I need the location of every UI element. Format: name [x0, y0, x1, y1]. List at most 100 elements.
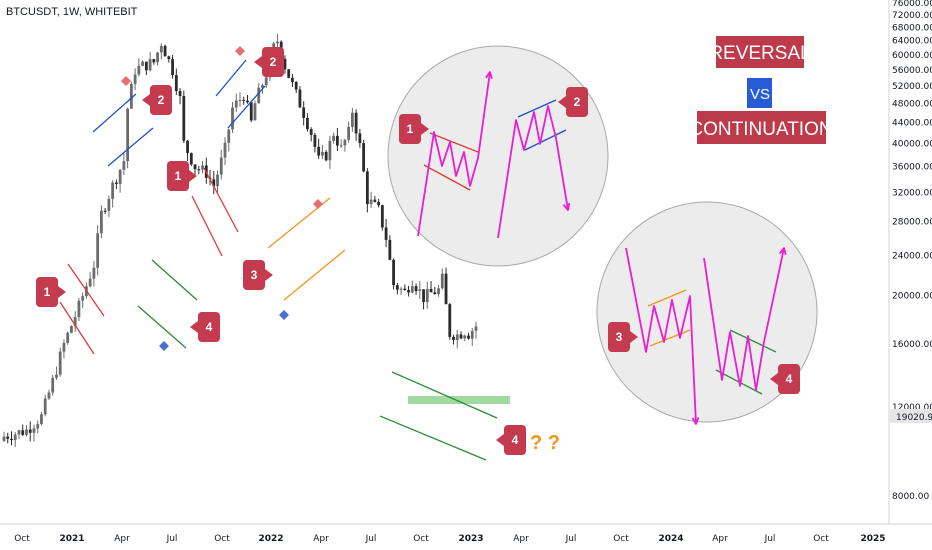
- badge-pointer: [254, 56, 262, 68]
- badge-box: [778, 364, 800, 394]
- number-badge: 4: [190, 312, 220, 342]
- blue-channel-line: [215, 59, 247, 97]
- continuation-4-path: [703, 247, 785, 391]
- candle-body: [10, 438, 13, 441]
- candle-body: [182, 95, 186, 141]
- candle-body: [377, 201, 381, 206]
- candle-body: [470, 330, 474, 339]
- time-tick-label: 2022: [258, 534, 283, 544]
- candle-body: [440, 273, 444, 289]
- candle-body: [306, 117, 309, 130]
- candle-body: [227, 129, 231, 143]
- candle-body: [234, 100, 238, 108]
- time-tick-label: Apr: [313, 534, 329, 544]
- candle-body: [159, 45, 163, 53]
- candle-body: [88, 278, 92, 287]
- markers-group: 1 2 4 1 2 3 4 1 2 3 4: [36, 46, 800, 455]
- time-tick-label: Apr: [712, 534, 728, 544]
- candle-body: [144, 61, 148, 71]
- red-channel-line: [59, 301, 95, 355]
- badge-number: 4: [512, 433, 519, 447]
- badge-number: 2: [574, 95, 581, 109]
- time-tick-label: Oct: [413, 534, 429, 544]
- candle-body: [388, 239, 392, 260]
- continuation-illustration-circle: [596, 201, 818, 423]
- time-tick-label: 2025: [860, 534, 885, 544]
- candle-body: [448, 304, 452, 337]
- candle-body: [133, 74, 137, 84]
- candle-body: [365, 171, 369, 205]
- arrow-head-icon: [779, 247, 787, 256]
- candle-body: [294, 81, 298, 90]
- number-badge: 3: [608, 322, 638, 352]
- candle-body: [62, 342, 66, 352]
- continuation-title-box: [697, 111, 826, 144]
- arrow-head-icon: [485, 71, 493, 79]
- candle-body: [114, 182, 118, 184]
- current-price-label: 19020.97: [896, 413, 932, 423]
- badge-number: 1: [44, 285, 51, 299]
- candle-body: [178, 91, 182, 96]
- orange-channel-line: [283, 249, 346, 301]
- time-tick-label: Jul: [764, 534, 776, 544]
- candle-body: [107, 198, 111, 211]
- question-marks: ? ?: [530, 432, 560, 454]
- illustration-channel-line: [647, 289, 687, 307]
- green-channel-line: [379, 415, 487, 461]
- candle-body: [171, 59, 174, 76]
- badge-box: [243, 260, 265, 290]
- candle-body: [362, 143, 366, 172]
- candle-body: [429, 288, 433, 293]
- candle-body: [395, 285, 399, 290]
- red-channel-line: [67, 263, 105, 317]
- badge-box: [150, 85, 172, 115]
- illustration-channel-line: [517, 99, 557, 118]
- candle-body: [47, 392, 51, 399]
- price-tick-label: 28000.00: [892, 218, 932, 228]
- badge-box: [566, 87, 588, 117]
- candle-body: [216, 174, 219, 187]
- badge-box: [198, 312, 220, 342]
- illustration-channel-line: [423, 164, 471, 191]
- candle-body: [99, 210, 103, 234]
- time-tick-label: Apr: [513, 534, 529, 544]
- vs-title: VS: [750, 86, 770, 103]
- badge-pointer: [58, 286, 66, 298]
- arrow-head-icon: [562, 202, 571, 211]
- price-tick-label: 36000.00: [892, 163, 932, 173]
- badge-pointer: [142, 94, 150, 106]
- candle-body: [58, 351, 62, 375]
- candle-body: [418, 289, 422, 291]
- time-tick-label: 2021: [59, 534, 84, 544]
- candle-body: [246, 100, 249, 103]
- candle-body: [148, 59, 152, 71]
- price-tick-label: 12000.00: [892, 403, 932, 413]
- time-tick-label: Jul: [166, 534, 178, 544]
- candle-body: [92, 267, 96, 279]
- badge-pointer: [190, 321, 198, 333]
- price-tick-label: 52000.00: [892, 82, 932, 92]
- reversal-title: REVERSAL: [709, 43, 810, 64]
- candle-body: [21, 430, 25, 435]
- badge-number: 4: [206, 320, 213, 334]
- candle-body: [452, 336, 455, 341]
- green-channel-line: [391, 371, 498, 419]
- time-tick-label: Oct: [613, 534, 629, 544]
- badge-pointer: [421, 123, 429, 135]
- badge-box: [608, 322, 630, 352]
- price-tick-label: 48000.00: [892, 100, 932, 110]
- blue-channel-line: [92, 93, 137, 133]
- candle-body: [77, 300, 81, 318]
- red-channel-line: [203, 167, 239, 233]
- candle-body: [373, 199, 377, 202]
- candle-body: [118, 169, 122, 184]
- blue-channel-line: [107, 127, 154, 167]
- badge-number: 2: [158, 93, 165, 107]
- bottom-diamond-marker: [279, 310, 289, 320]
- number-badge: 4: [770, 364, 800, 394]
- candle-body: [103, 210, 107, 212]
- number-badge: 2: [558, 87, 588, 117]
- candle-body: [392, 259, 395, 286]
- badge-number: 2: [270, 55, 277, 69]
